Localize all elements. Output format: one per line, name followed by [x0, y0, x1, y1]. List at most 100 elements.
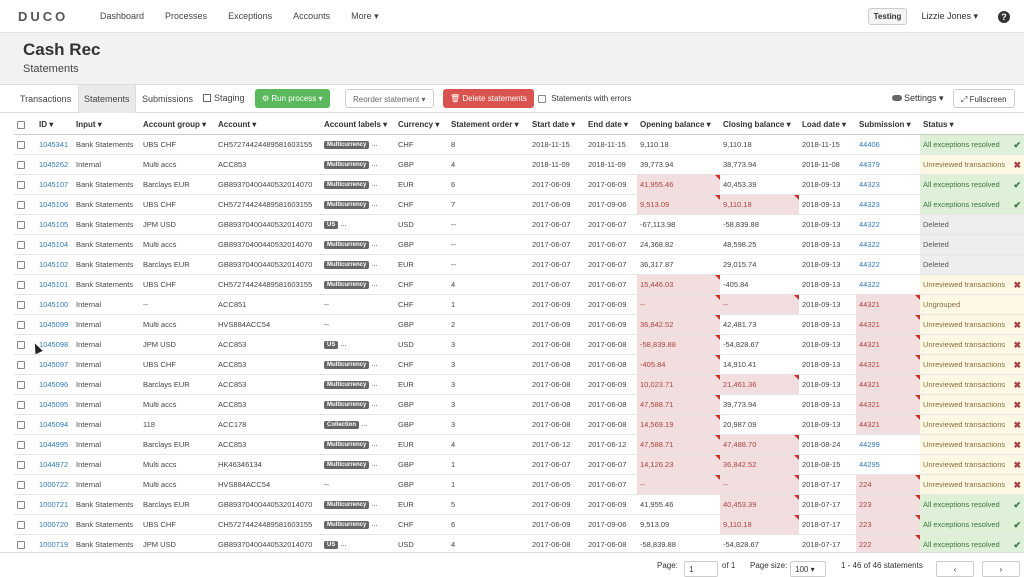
row-select-cell[interactable]: [14, 454, 36, 475]
prev-page-button[interactable]: ‹: [936, 561, 974, 577]
nav-accounts[interactable]: Accounts: [293, 10, 331, 21]
cell-submission[interactable]: 44322: [856, 254, 920, 275]
run-process-button[interactable]: ⚙ Run process ▾: [255, 89, 330, 108]
cell-submission[interactable]: 44299: [856, 434, 920, 455]
row-select-cell[interactable]: [14, 334, 36, 355]
row-checkbox[interactable]: [17, 400, 25, 409]
row-checkbox[interactable]: [17, 380, 25, 389]
table-row[interactable]: 1045104 Bank Statements Multi accs GB893704…: [14, 234, 1024, 255]
cell-id[interactable]: 1045101: [36, 274, 73, 295]
nav-more[interactable]: More ▾: [351, 10, 379, 21]
cell-submission[interactable]: 223: [856, 494, 920, 515]
row-checkbox[interactable]: [17, 300, 25, 309]
delete-statements-button[interactable]: 🗑 Delete statements: [443, 89, 534, 108]
cell-id[interactable]: 1045341: [36, 134, 73, 155]
reorder-statement-button[interactable]: Reorder statement ▾: [345, 89, 434, 108]
table-row[interactable]: 1045098 Internal JPM USD ACC853 US ... USD 3 20…: [14, 334, 1024, 355]
row-checkbox[interactable]: [17, 540, 25, 549]
cell-submission[interactable]: 44321: [856, 314, 920, 335]
cell-submission[interactable]: 44323: [856, 174, 920, 195]
fullscreen-button[interactable]: ⤢ Fullscreen: [953, 89, 1015, 108]
table-row[interactable]: 1045102 Bank Statements Barclays EUR GB8937…: [14, 254, 1024, 275]
row-select-cell[interactable]: [14, 154, 36, 175]
select-all-header[interactable]: [14, 116, 36, 135]
table-row[interactable]: 1045099 Internal Multi accs HVS884ACC54 -- GB…: [14, 314, 1024, 335]
table-row[interactable]: 1045106 Bank Statements UBS CHF CH572744244…: [14, 194, 1024, 215]
duco-logo[interactable]: DUCO: [18, 8, 69, 24]
row-checkbox[interactable]: [17, 500, 25, 509]
cell-id[interactable]: 1045105: [36, 214, 73, 235]
column-header-opening-balance[interactable]: Opening balance ▾: [637, 116, 720, 135]
row-checkbox[interactable]: [17, 480, 25, 489]
cell-submission[interactable]: 44295: [856, 454, 920, 475]
row-select-cell[interactable]: [14, 194, 36, 215]
row-select-cell[interactable]: [14, 374, 36, 395]
table-row[interactable]: 1045097 Internal UBS CHF ACC853 Multicurrenc…: [14, 354, 1024, 375]
statements-with-errors-toggle[interactable]: Statements with errors: [538, 94, 631, 103]
row-select-cell[interactable]: [14, 274, 36, 295]
row-checkbox[interactable]: [17, 220, 25, 229]
cell-id[interactable]: 1045100: [36, 294, 73, 315]
table-row[interactable]: 1045094 Internal 118 ACC178 Collection ... GB…: [14, 414, 1024, 435]
cell-id[interactable]: 1000719: [36, 534, 73, 552]
column-header-closing-balance[interactable]: Closing balance ▾: [720, 116, 799, 135]
user-menu[interactable]: Lizzie Jones ▾: [921, 11, 978, 21]
cell-id[interactable]: 1044995: [36, 434, 73, 455]
cell-submission[interactable]: 44379: [856, 154, 920, 175]
row-checkbox[interactable]: [17, 320, 25, 329]
row-select-cell[interactable]: [14, 474, 36, 495]
row-select-cell[interactable]: [14, 414, 36, 435]
row-checkbox[interactable]: [17, 200, 25, 209]
column-header-submission[interactable]: Submission ▾: [856, 116, 920, 135]
cell-submission[interactable]: 44321: [856, 334, 920, 355]
column-header-end-date[interactable]: End date ▾: [585, 116, 637, 135]
tab-staging[interactable]: Staging: [203, 93, 245, 103]
cell-id[interactable]: 1045095: [36, 394, 73, 415]
row-checkbox[interactable]: [17, 420, 25, 429]
cell-id[interactable]: 1000720: [36, 514, 73, 535]
select-all-checkbox[interactable]: [17, 121, 25, 130]
row-select-cell[interactable]: [14, 234, 36, 255]
column-header-status[interactable]: Status ▾: [920, 116, 1024, 135]
table-row[interactable]: 1045262 Internal Multi accs ACC853 Multicurr…: [14, 154, 1024, 175]
table-row[interactable]: 1044995 Internal Barclays EUR ACC853 Multicu…: [14, 434, 1024, 455]
column-header-currency[interactable]: Currency ▾: [395, 116, 448, 135]
table-row[interactable]: 1045107 Bank Statements Barclays EUR GB8937…: [14, 174, 1024, 195]
cell-submission[interactable]: 44321: [856, 414, 920, 435]
cell-id[interactable]: 1045107: [36, 174, 73, 195]
settings-button[interactable]: Settings ▾: [892, 93, 944, 104]
row-checkbox[interactable]: [17, 160, 25, 169]
cell-id[interactable]: 1045104: [36, 234, 73, 255]
row-select-cell[interactable]: [14, 254, 36, 275]
table-row[interactable]: 1000719 Bank Statements JPM USD GB893704004…: [14, 534, 1024, 552]
table-row[interactable]: 1045095 Internal Multi accs ACC853 Multicurr…: [14, 394, 1024, 415]
table-row[interactable]: 1045100 Internal -- ACC851 -- CHF 1 2017-06-09 2…: [14, 294, 1024, 315]
cell-submission[interactable]: 44322: [856, 234, 920, 255]
column-header-account[interactable]: Account ▾: [215, 116, 321, 135]
cell-submission[interactable]: 222: [856, 534, 920, 552]
cell-id[interactable]: 1045097: [36, 354, 73, 375]
table-row[interactable]: 1045341 Bank Statements UBS CHF CH572744244…: [14, 134, 1024, 155]
cell-id[interactable]: 1045102: [36, 254, 73, 275]
column-header-id[interactable]: ID ▾: [36, 116, 73, 135]
cell-id[interactable]: 1045098: [36, 334, 73, 355]
table-row[interactable]: 1045096 Internal Barclays EUR ACC853 Multicu…: [14, 374, 1024, 395]
cell-id[interactable]: 1000722: [36, 474, 73, 495]
cell-id[interactable]: 1045262: [36, 154, 73, 175]
row-checkbox[interactable]: [17, 180, 25, 189]
column-header-statement-order[interactable]: Statement order ▾: [448, 116, 529, 135]
row-select-cell[interactable]: [14, 514, 36, 535]
table-row[interactable]: 1044972 Internal Multi accs HK46346134 Multi…: [14, 454, 1024, 475]
next-page-button[interactable]: ›: [982, 561, 1020, 577]
column-header-start-date[interactable]: Start date ▾: [529, 116, 585, 135]
column-header-load-date[interactable]: Load date ▾: [799, 116, 856, 135]
cell-id[interactable]: 1045099: [36, 314, 73, 335]
tab-submissions[interactable]: Submissions: [142, 94, 194, 104]
row-select-cell[interactable]: [14, 354, 36, 375]
cell-id[interactable]: 1045096: [36, 374, 73, 395]
nav-exceptions[interactable]: Exceptions: [228, 10, 273, 21]
tab-statements[interactable]: Statements: [78, 85, 136, 113]
cell-id[interactable]: 1044972: [36, 454, 73, 475]
nav-dashboard[interactable]: Dashboard: [100, 10, 145, 21]
cell-id[interactable]: 1045094: [36, 414, 73, 435]
